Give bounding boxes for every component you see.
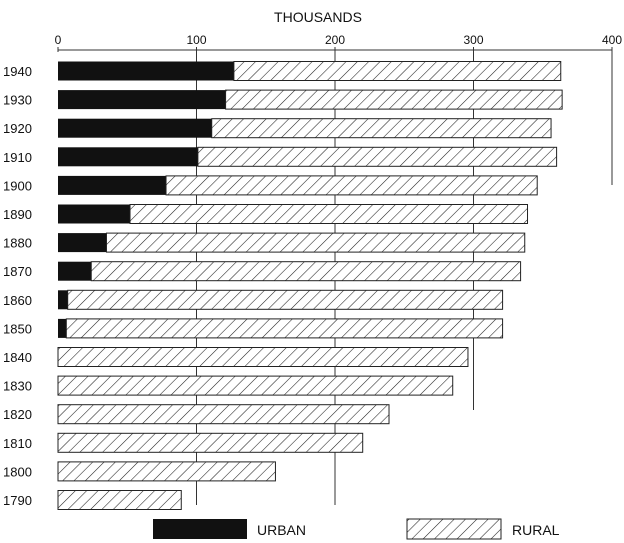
bar-rural-1810 (57, 432, 364, 453)
bar-urban-1880 (58, 233, 107, 253)
chart-title: THOUSANDS (274, 9, 362, 25)
bar-urban-1940 (58, 61, 234, 81)
category-labels: 1940 1930 1920 1910 1900 1890 1880 1870 1860 1850… (3, 64, 32, 508)
x-tick-label-300: 300 (463, 33, 483, 47)
category-label-1920: 1920 (3, 121, 32, 136)
legend-label-rural: RURAL (512, 522, 560, 538)
category-label-1930: 1930 (3, 93, 32, 108)
category-label-1840: 1840 (3, 350, 32, 365)
category-label-1860: 1860 (3, 293, 32, 308)
x-tick-label-0: 0 (55, 33, 62, 47)
bar-urban-1900 (58, 175, 167, 195)
bars (57, 61, 563, 510)
bar-rural-1910 (197, 146, 558, 167)
category-label-1870: 1870 (3, 264, 32, 279)
legend-label-urban: URBAN (257, 522, 306, 538)
x-tick-label-100: 100 (186, 33, 206, 47)
legend-swatch-rural (406, 518, 502, 540)
bar-rural-1850 (65, 318, 504, 339)
category-label-1910: 1910 (3, 150, 32, 165)
bar-rural-1790 (57, 490, 182, 510)
bar-rural-1880 (105, 232, 526, 253)
bar-urban-1890 (58, 204, 131, 224)
bar-urban-1870 (58, 261, 92, 281)
category-label-1890: 1890 (3, 207, 32, 222)
category-label-1790: 1790 (3, 493, 32, 508)
category-label-1830: 1830 (3, 379, 32, 394)
bar-rural-1860 (67, 289, 504, 310)
bar-urban-1850 (58, 318, 67, 338)
x-axis-ticks: 0 100 200 300 400 (55, 33, 622, 52)
category-label-1850: 1850 (3, 321, 32, 336)
bar-urban-1930 (58, 90, 226, 110)
category-label-1820: 1820 (3, 407, 32, 422)
bar-rural-1930 (225, 89, 563, 110)
bar-urban-1910 (58, 147, 198, 167)
category-label-1800: 1800 (3, 464, 32, 479)
bar-rural-1870 (90, 261, 522, 282)
category-label-1810: 1810 (3, 436, 32, 451)
category-label-1940: 1940 (3, 64, 32, 79)
bar-rural-1840 (57, 347, 469, 367)
bar-rural-1830 (57, 375, 454, 396)
x-tick-label-200: 200 (325, 33, 345, 47)
bar-rural-1940 (233, 61, 562, 81)
bar-urban-1860 (58, 290, 68, 310)
bar-rural-1900 (165, 175, 538, 196)
bar-rural-1800 (57, 461, 276, 482)
bar-rural-1890 (129, 204, 529, 224)
bar-urban-1920 (58, 118, 212, 138)
x-tick-label-400: 400 (602, 33, 622, 47)
bar-rural-1820 (57, 404, 390, 425)
bar-rural-1920 (211, 118, 552, 139)
category-label-1900: 1900 (3, 178, 32, 193)
category-label-1880: 1880 (3, 236, 32, 251)
legend: URBAN RURAL (153, 518, 560, 540)
legend-swatch-urban (153, 519, 247, 539)
